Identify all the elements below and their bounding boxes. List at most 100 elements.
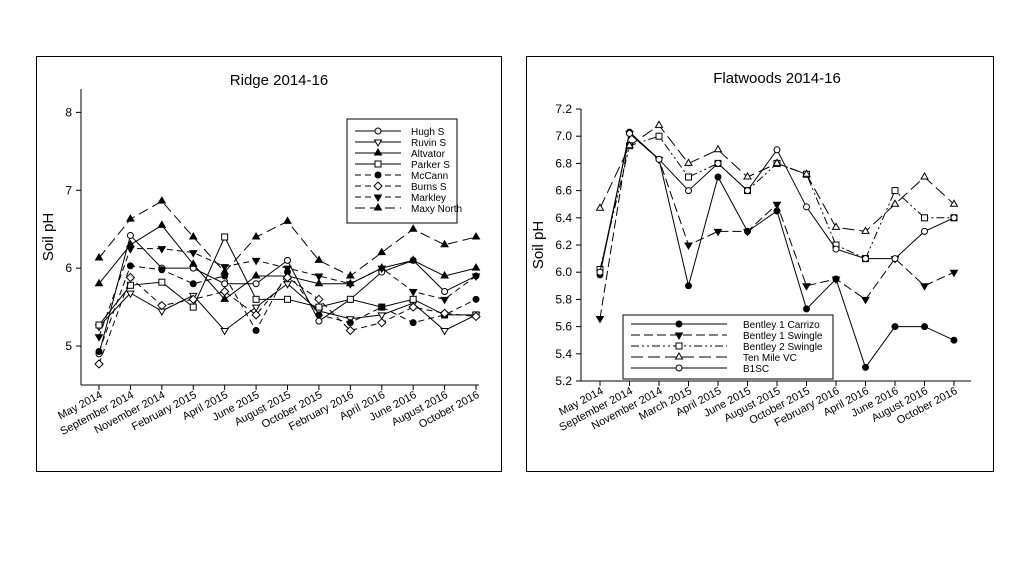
ridge-data-point [251,304,261,313]
flatwoods-y-tick-label: 5.6 [555,320,572,334]
flatwoods-data-point [772,158,782,166]
flatwoods-data-point [654,120,664,128]
flatwoods-legend-marker [674,332,684,340]
flatwoods-data-point [802,169,811,177]
ridge-data-point [94,334,104,342]
ridge-legend-label: Maxy North [411,204,462,215]
flatwoods-legend-marker [674,352,684,360]
ridge-data-point [252,295,260,303]
ridge-data-point [377,317,387,328]
ridge-data-point [188,259,198,267]
flatwoods-data-point [685,187,692,195]
flatwoods-legend-label: Bentley 1 Swingle [743,331,823,342]
flatwoods-legend-label: Ten Mile VC [743,353,797,364]
ridge-title: Ridge 2014-16 [230,72,328,89]
ridge-data-point [188,294,198,305]
flatwoods-data-point [684,158,693,166]
ridge-data-point [315,311,323,319]
flatwoods-data-point [655,155,663,163]
ridge-legend-marker [373,181,383,191]
flatwoods-data-point [803,203,810,211]
flatwoods-y-tick-label: 6.8 [555,156,572,170]
ridge-data-point [94,278,104,287]
ridge-legend-marker [373,139,383,147]
ridge-data-point [408,255,418,263]
ridge-data-point [157,196,167,204]
flatwoods-data-point [685,282,692,290]
flatwoods-data-point [685,173,692,181]
ridge-data-point [314,278,324,287]
ridge-data-point [440,296,449,305]
ridge-legend-marker [373,203,383,211]
flatwoods-data-point [831,276,841,284]
ridge-y-tick-label: 8 [65,105,72,119]
ridge-data-point [252,280,260,288]
ridge-data-point [408,289,418,297]
ridge-data-point [157,300,167,311]
ridge-data-point [314,294,324,305]
flatwoods-data-point [832,245,840,253]
ridge-data-point [251,310,261,320]
ridge-data-point [189,303,197,311]
ridge-series-6 [94,272,481,369]
flatwoods-data-point [920,283,929,291]
flatwoods-data-point [949,269,959,278]
flatwoods-data-point [714,173,722,181]
flatwoods-data-point [626,129,633,137]
ridge-legend-label: Altvator [411,149,446,160]
ridge-series-line [98,234,477,354]
ridge-legend-box [346,118,458,224]
flatwoods-data-point [773,146,781,154]
ridge-data-point [440,327,449,336]
ridge-chart-panel: Ridge 2014-16 5 6 7 8 May 2014 September 2014 N… [36,56,502,472]
ridge-series-8 [94,196,481,279]
flatwoods-chart: Flatwoods 2014-16 5.2 5.4 5.6 5.8 6.0 6.2 6.4 6.… [530,70,971,434]
flatwoods-data-point [713,144,723,153]
ridge-data-point [283,281,292,289]
ridge-data-point [126,231,134,239]
ridge-data-point [251,270,261,279]
ridge-data-point [251,257,261,266]
flatwoods-data-point [831,222,841,230]
flatwoods-data-point [655,132,663,140]
ridge-data-point [441,288,449,296]
ridge-data-point [471,273,481,281]
ridge-data-point [251,232,261,240]
flatwoods-series-4 [595,120,959,234]
flatwoods-data-point [595,315,605,324]
ridge-data-point [158,278,166,286]
ridge-data-point [471,232,481,240]
ridge-data-point [440,239,449,248]
ridge-series-1 [95,231,480,358]
flatwoods-legend-label: Bentley 2 Swingle [743,342,823,353]
flatwoods-data-point [713,228,723,237]
ridge-data-point [409,295,417,303]
flatwoods-data-point [862,363,869,371]
ridge-data-point [219,286,230,297]
flatwoods-data-point [596,268,604,276]
ridge-legend-label: Burns S [411,182,447,193]
flatwoods-data-point [714,159,722,167]
ridge-data-point [408,302,418,312]
ridge-data-point [283,265,292,274]
ridge-data-point [440,270,449,279]
ridge-data-point [315,303,323,311]
flatwoods-y-axis-label: Soil pH [530,221,547,269]
flatwoods-title: Flatwoods 2014-16 [713,70,841,87]
flatwoods-legend-marker [675,342,683,350]
ridge-data-point [126,262,134,270]
flatwoods-data-point [891,255,899,263]
ridge-data-point [220,327,230,336]
ridge-y-tick-label: 6 [65,261,72,275]
ridge-data-point [377,312,387,320]
ridge-data-point [220,294,230,302]
ridge-data-point [125,272,136,283]
flatwoods-data-point [743,172,752,180]
ridge-data-point [220,267,230,275]
ridge-data-point [346,295,354,303]
ridge-data-point [471,263,481,271]
ridge-data-point [314,255,324,263]
ridge-data-point [377,265,387,274]
flatwoods-data-point [861,296,870,305]
